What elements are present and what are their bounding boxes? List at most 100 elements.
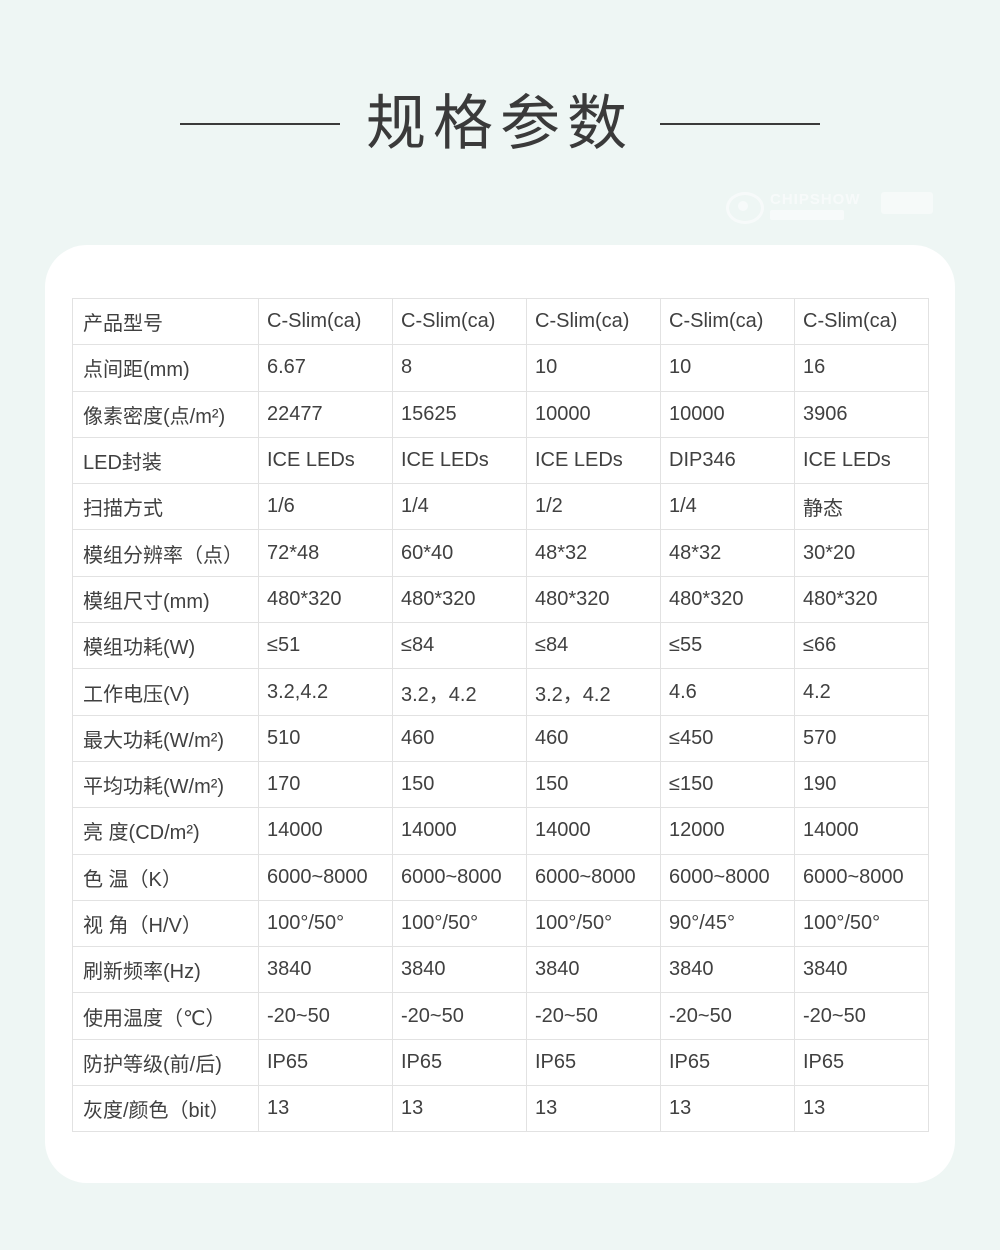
row-value: 1/2	[526, 483, 661, 531]
row-value: 15625	[392, 390, 527, 438]
row-value: ≤84	[526, 622, 661, 670]
table-row: 亮 度(CD/m²) 14000 14000 14000 12000 14000	[72, 807, 929, 855]
spec-table-body: 点间距(mm) 6.67 8 10 10 16 像素密度(点/m²) 22477 15625 10…	[72, 344, 929, 1133]
row-label: 模组尺寸(mm)	[72, 575, 259, 624]
row-value: 13	[392, 1085, 527, 1133]
row-value: 570	[794, 714, 929, 762]
row-value: 3.2，4.2	[526, 668, 661, 716]
row-label: 色 温（K）	[72, 853, 259, 901]
row-value: 10	[526, 344, 661, 392]
row-value: 6000~8000	[392, 853, 527, 901]
table-row: 刷新频率(Hz) 3840 3840 3840 3840 3840	[72, 946, 929, 994]
row-value: 100°/50°	[794, 899, 929, 948]
row-value: 460	[392, 714, 527, 762]
header-model-cell: C-Slim(ca)	[392, 297, 527, 346]
row-value: DIP346	[660, 436, 795, 485]
table-row: 平均功耗(W/m²) 170 150 150 ≤150 190	[72, 760, 929, 809]
spec-card: 产品型号 C-Slim(ca) C-Slim(ca) C-Slim(ca) C-Sli…	[45, 245, 955, 1183]
row-value: 3.2,4.2	[258, 668, 393, 716]
row-value: 14000	[526, 807, 661, 855]
row-value: 48*32	[526, 529, 661, 577]
row-value: 6000~8000	[794, 853, 929, 901]
row-value: 14000	[392, 807, 527, 855]
table-row: 色 温（K） 6000~8000 6000~8000 6000~8000 6000~80…	[72, 853, 929, 901]
header-model-cell: C-Slim(ca)	[258, 297, 393, 346]
row-value: 3840	[660, 946, 795, 994]
table-row: 工作电压(V) 3.2,4.2 3.2，4.2 3.2，4.2 4.6 4.2	[72, 668, 929, 716]
table-row: 最大功耗(W/m²) 510 460 460 ≤450 570	[72, 714, 929, 762]
row-label: LED封装	[72, 436, 259, 485]
row-label: 视 角（H/V）	[72, 899, 259, 948]
row-value: 100°/50°	[258, 899, 393, 948]
table-row: 模组分辨率（点） 72*48 60*40 48*32 48*32 30*20	[72, 529, 929, 577]
title-divider-right	[660, 123, 820, 125]
row-value: 静态	[794, 483, 929, 531]
row-value: 460	[526, 714, 661, 762]
table-row: 视 角（H/V） 100°/50° 100°/50° 100°/50° 90°/45° 1…	[72, 899, 929, 948]
spec-table: 产品型号 C-Slim(ca) C-Slim(ca) C-Slim(ca) C-Sli…	[72, 297, 929, 1133]
table-row: 像素密度(点/m²) 22477 15625 10000 10000 3906	[72, 390, 929, 438]
row-value: 4.2	[794, 668, 929, 716]
brand-logo-icon	[726, 192, 764, 224]
row-value: -20~50	[258, 992, 393, 1040]
table-row: 灰度/颜色（bit） 13 13 13 13 13	[72, 1085, 929, 1133]
row-label: 最大功耗(W/m²)	[72, 714, 259, 762]
row-value: 10	[660, 344, 795, 392]
row-value: 3840	[526, 946, 661, 994]
row-value: ICE LEDs	[258, 436, 393, 485]
row-value: ≤55	[660, 622, 795, 670]
row-value: 14000	[258, 807, 393, 855]
header-model-cell: C-Slim(ca)	[660, 297, 795, 346]
table-row: 扫描方式 1/6 1/4 1/2 1/4 静态	[72, 483, 929, 531]
row-value: 3840	[794, 946, 929, 994]
row-value: 30*20	[794, 529, 929, 577]
row-value: 72*48	[258, 529, 393, 577]
table-row: 模组尺寸(mm) 480*320 480*320 480*320 480*320 480*…	[72, 575, 929, 624]
row-value: ≤51	[258, 622, 393, 670]
row-label: 防护等级(前/后)	[72, 1038, 259, 1087]
row-value: 4.6	[660, 668, 795, 716]
row-value: 10000	[526, 390, 661, 438]
row-value: 510	[258, 714, 393, 762]
row-value: ICE LEDs	[794, 436, 929, 485]
row-value: 6000~8000	[258, 853, 393, 901]
row-value: 3906	[794, 390, 929, 438]
row-label: 工作电压(V)	[72, 668, 259, 716]
header-model-cell: C-Slim(ca)	[526, 297, 661, 346]
page-title: 规格参数	[366, 90, 634, 157]
table-row: 模组功耗(W) ≤51 ≤84 ≤84 ≤55 ≤66	[72, 622, 929, 670]
row-value: 12000	[660, 807, 795, 855]
row-value: ≤450	[660, 714, 795, 762]
row-value: 8	[392, 344, 527, 392]
row-value: 3840	[392, 946, 527, 994]
row-value: 3840	[258, 946, 393, 994]
row-value: 1/6	[258, 483, 393, 531]
table-row: 防护等级(前/后) IP65 IP65 IP65 IP65 IP65	[72, 1038, 929, 1087]
row-label: 亮 度(CD/m²)	[72, 807, 259, 855]
header-label: 产品型号	[72, 297, 259, 346]
row-value: ≤150	[660, 760, 795, 809]
table-row: 点间距(mm) 6.67 8 10 10 16	[72, 344, 929, 392]
row-value: IP65	[258, 1038, 393, 1087]
watermark-side-bar	[880, 192, 933, 214]
row-value: 48*32	[660, 529, 795, 577]
row-label: 灰度/颜色（bit）	[72, 1085, 259, 1133]
watermark-text: CHIPSHOW	[770, 191, 861, 208]
row-value: IP65	[392, 1038, 527, 1087]
row-value: ICE LEDs	[392, 436, 527, 485]
row-value: IP65	[526, 1038, 661, 1087]
row-value: -20~50	[794, 992, 929, 1040]
row-value: 13	[526, 1085, 661, 1133]
row-value: 480*320	[794, 575, 929, 624]
table-row: LED封装 ICE LEDs ICE LEDs ICE LEDs DIP346 ICE L…	[72, 436, 929, 485]
row-value: -20~50	[660, 992, 795, 1040]
watermark-subtext-bar	[770, 210, 844, 220]
row-value: 100°/50°	[392, 899, 527, 948]
row-value: 13	[258, 1085, 393, 1133]
row-value: 22477	[258, 390, 393, 438]
row-value: -20~50	[392, 992, 527, 1040]
row-value: 10000	[660, 390, 795, 438]
row-value: 3.2，4.2	[392, 668, 527, 716]
row-value: ≤84	[392, 622, 527, 670]
